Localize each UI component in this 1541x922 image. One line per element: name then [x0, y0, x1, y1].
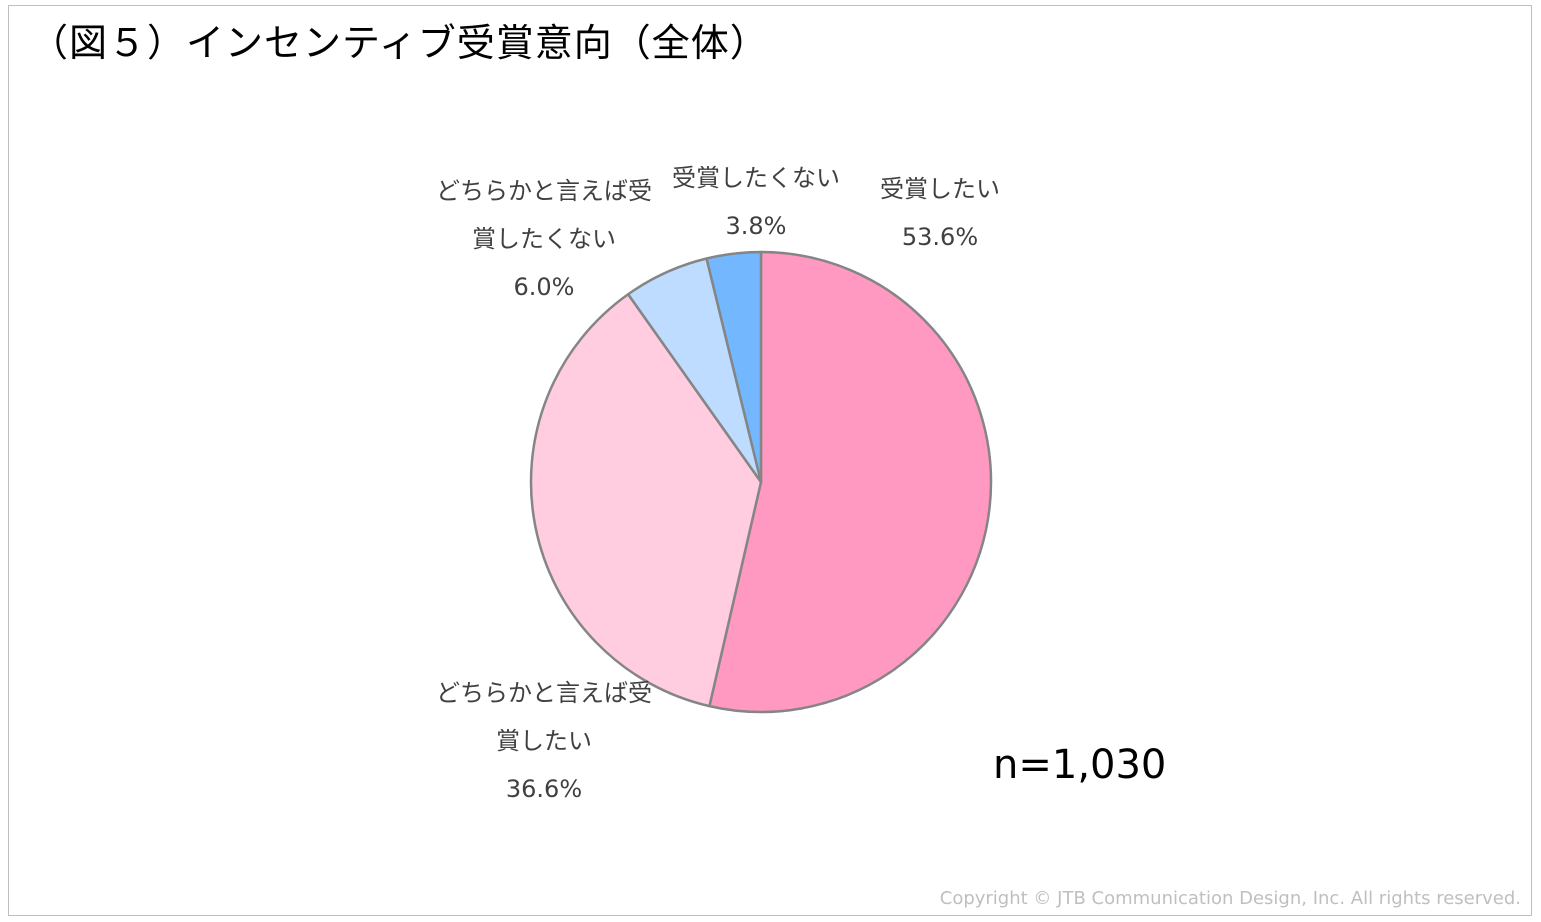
slice-name-label-1: 賞したい	[496, 727, 592, 755]
pie-slice-3	[705, 250, 763, 484]
pie-slice-1	[529, 292, 763, 708]
slice-value-label-3: 3.8%	[726, 212, 787, 240]
chart-title: （図５）インセンティブ受賞意向（全体）	[30, 21, 769, 65]
slice-name-label-2: 賞したくない	[472, 225, 616, 253]
slice-value-label-0: 53.6%	[902, 223, 978, 251]
pie-slices	[529, 250, 993, 714]
slice-name-label-2: どちらかと言えば受	[436, 177, 652, 205]
slice-value-label-1: 36.6%	[506, 775, 582, 803]
copyright-notice: Copyright © JTB Communication Design, In…	[939, 888, 1521, 909]
sample-size-label: n=1,030	[993, 742, 1167, 788]
slice-name-label-3: 受賞したくない	[672, 164, 840, 192]
slice-value-label-2: 6.0%	[514, 273, 575, 301]
slice-name-label-0: 受賞したい	[880, 175, 1000, 203]
pie-slice-0	[708, 250, 993, 714]
chart-frame	[8, 5, 1532, 916]
slice-name-label-1: どちらかと言えば受	[436, 679, 652, 707]
